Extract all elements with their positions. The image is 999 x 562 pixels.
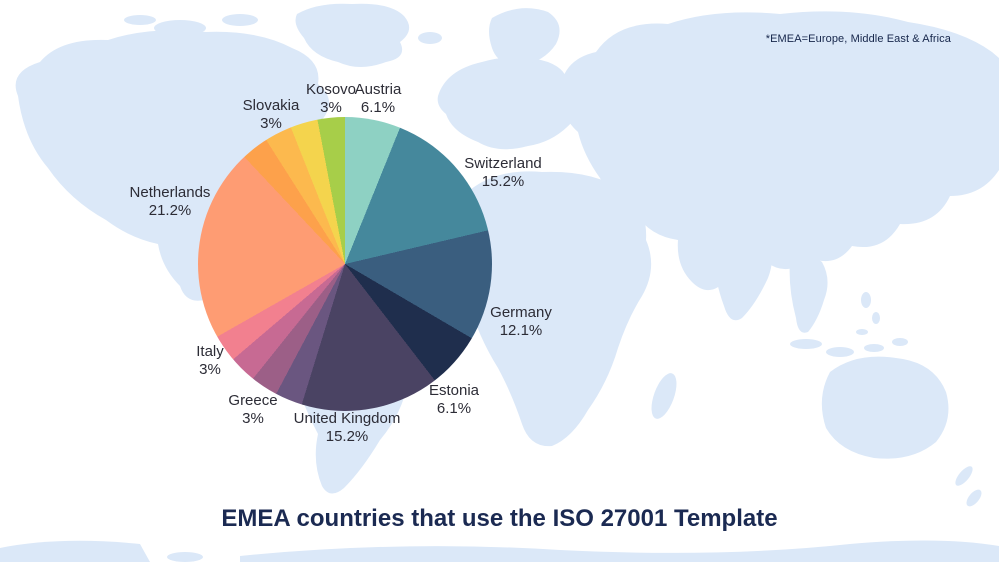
pie-label-country: Switzerland (464, 155, 542, 172)
landmass-new-zealand (966, 489, 982, 507)
landmass-antarctica-island (167, 552, 203, 562)
landmass-indonesia (790, 339, 822, 349)
landmass-north-america (15, 30, 330, 314)
pie-label-greece: Greece 3% (228, 392, 277, 428)
landmass-arctic-island (124, 15, 156, 25)
chart-title: EMEA countries that use the ISO 27001 Te… (221, 505, 778, 532)
landmass-indonesia (864, 344, 884, 352)
pie-label-percent: 12.1% (499, 322, 543, 339)
landmass-asia (560, 11, 999, 291)
landmass-iceland (418, 32, 442, 44)
pie-label-country: Netherlands (129, 184, 211, 201)
emea-definition-note: *EMEA=Europe, Middle East & Africa (765, 33, 951, 45)
landmass-southeast-asia (789, 255, 828, 333)
landmass-philippines (872, 312, 880, 324)
pie-label-country: Kosovo (305, 81, 357, 98)
pie-label-switzerland: Switzerland 15.2% (464, 155, 542, 191)
pie-label-percent: 6.1% (360, 99, 396, 116)
landmass-group (0, 3, 999, 562)
landmass-scandinavia (489, 8, 560, 66)
landmass-africa (460, 171, 652, 447)
landmass-australia (821, 356, 949, 459)
pie-label-italy: Italy 3% (196, 343, 224, 379)
pie-label-percent: 15.2% (325, 428, 369, 445)
landmass-new-zealand (955, 466, 973, 486)
pie-label-percent: 15.2% (481, 173, 525, 190)
landmass-japan (909, 181, 923, 199)
pie-label-percent: 21.2% (148, 202, 192, 219)
pie-label-country: Estonia (428, 382, 480, 399)
pie-label-united-kingdom: United Kingdom 15.2% (294, 410, 401, 446)
pie-chart (198, 117, 492, 411)
pie-label-percent: 3% (260, 115, 282, 132)
landmass-philippines (861, 292, 871, 308)
pie-label-germany: Germany 12.1% (490, 304, 552, 340)
pie-label-percent: 3% (199, 361, 221, 378)
landmass-japan (897, 147, 915, 173)
landmass-antarctica (0, 540, 150, 562)
landmass-indonesia (856, 329, 868, 335)
landmass-europe (437, 57, 578, 150)
landmass-arctic-island (154, 20, 206, 36)
pie-label-country: Greece (228, 392, 278, 409)
pie-label-country: Slovakia (242, 97, 300, 114)
landmass-antarctica (240, 540, 999, 562)
landmass-indonesia (892, 338, 908, 346)
pie-label-kosovo: Kosovo 3% (306, 81, 356, 117)
landmass-madagascar (651, 373, 677, 419)
landmass-indonesia (826, 347, 854, 357)
pie-label-country: Austria (354, 81, 402, 98)
pie-label-country: Italy (196, 343, 224, 360)
landmass-india (713, 232, 772, 321)
pie-label-percent: 6.1% (436, 400, 472, 417)
landmass-arctic-island (222, 14, 258, 26)
pie-label-country: United Kingdom (293, 410, 401, 427)
pie-label-netherlands: Netherlands 21.2% (130, 184, 211, 220)
pie-label-percent: 3% (320, 99, 342, 116)
pie-label-austria: Austria 6.1% (355, 81, 402, 117)
pie-label-estonia: Estonia 6.1% (429, 382, 479, 418)
pie-label-country: Germany (490, 304, 552, 321)
landmass-greenland (295, 3, 410, 67)
pie-label-percent: 3% (242, 410, 264, 427)
pie-label-slovakia: Slovakia 3% (243, 97, 300, 133)
